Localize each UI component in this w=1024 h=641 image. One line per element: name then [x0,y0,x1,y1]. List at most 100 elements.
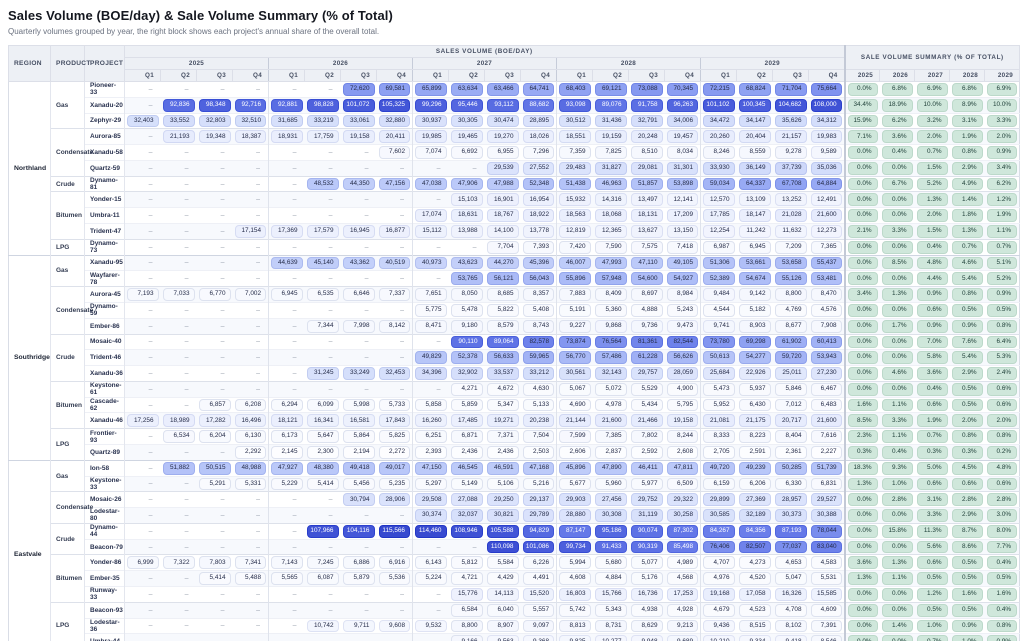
volume-value: 6,871 [450,430,483,443]
volume-value: 7,033 [162,288,195,301]
volume-value: 5,647 [306,430,339,443]
volume-cell: 5,488 [232,570,269,587]
volume-cell: 8,246 [700,144,737,161]
volume-cell: 8,244 [664,428,701,445]
summary-value: 15.8% [881,524,913,538]
empty-value: – [436,164,441,172]
summary-cell: 0.8% [984,317,1020,334]
volume-value: 8,102 [774,619,807,633]
summary-value: 0.6% [951,477,983,491]
volume-cell: – [340,301,377,319]
volume-value: 7,209 [774,240,807,254]
empty-value: – [256,306,260,314]
summary-cell: 1.3% [843,570,880,587]
volume-value: 9,278 [774,146,807,159]
summary-cell: 5.4% [949,270,985,287]
empty-value: – [292,354,297,362]
volume-cell: 95,186 [592,522,629,540]
empty-value: – [184,338,189,346]
empty-value: – [328,275,333,283]
volume-cell: 40,519 [376,254,413,271]
volume-cell: – [124,507,161,524]
volume-cell: 8,629 [628,617,665,634]
volume-cell: 5,812 [448,554,485,571]
volume-value: 31,119 [630,509,663,522]
volume-cell: 21,081 [700,412,737,429]
summary-cell: 8.5% [879,254,915,271]
volume-value: 94,829 [522,524,554,538]
volume-value: 54,277 [738,351,771,365]
volume-value: 6,535 [306,288,339,301]
volume-cell: – [376,238,413,256]
volume-cell: 54,600 [628,270,665,287]
volume-cell: – [124,538,161,555]
volume-value: 8,800 [774,288,807,301]
volume-cell: – [304,333,341,350]
volume-cell: – [124,428,161,445]
volume-cell: 46,007 [556,254,593,271]
volume-cell: 5,680 [592,554,629,571]
volume-cell: 68,824 [736,81,773,98]
empty-value: – [400,590,404,598]
volume-cell: 47,988 [484,175,521,192]
volume-value: 2,361 [774,445,807,459]
volume-cell: 8,470 [808,286,846,303]
volume-cell: 81,361 [628,333,665,350]
volume-cell: 5,557 [520,601,557,619]
product-label: Condensate [50,286,93,334]
volume-value: 7,998 [342,319,375,333]
volume-cell: 6,330 [772,475,809,492]
volume-value: 6,173 [271,430,303,443]
volume-value: 16,260 [415,414,447,428]
empty-value: – [256,212,260,220]
volume-value: 89,076 [594,98,627,112]
volume-cell: 33,061 [340,112,377,129]
volume-value: 14,316 [594,193,627,207]
volume-value: 18,767 [486,209,519,223]
volume-value: 48,532 [306,177,339,191]
summary-value: 2.0% [916,209,948,223]
volume-value: 8,697 [630,288,663,301]
volume-cell: – [376,333,413,350]
summary-cell: 0.0% [879,270,915,287]
summary-value: 4.6% [951,256,983,270]
empty-value: – [364,385,369,393]
empty-value: – [148,369,153,377]
volume-value: 7,651 [415,288,447,301]
volume-cell: 29,527 [808,491,846,508]
volume-cell: 5,795 [664,396,701,413]
summary-cell: 9.3% [879,459,915,477]
volume-value: 29,250 [486,493,519,507]
volume-value: 21,600 [810,209,842,223]
volume-value: 5,414 [306,477,339,491]
summary-value: 0.7% [916,635,948,641]
volume-cell: 69,581 [376,81,413,98]
volume-value: 57,486 [594,351,627,365]
summary-cell: 3.1% [914,491,950,508]
volume-cell: 4,520 [736,570,773,587]
summary-value: 7.1% [847,130,878,144]
empty-value: – [148,101,153,109]
volume-cell: 4,653 [772,554,809,571]
volume-value: 27,088 [450,493,483,507]
volume-cell: 32,037 [448,507,485,524]
summary-cell: 5.4% [949,349,985,366]
summary-value: 0.6% [916,303,948,317]
summary-value: 0.0% [847,240,878,254]
summary-value: 6.9% [916,83,948,96]
summary-cell: 2.1% [843,223,880,240]
summary-value: 0.5% [951,603,983,617]
volume-value: 49,829 [415,351,447,365]
volume-cell: 33,930 [700,159,737,177]
project-label: Mosaic-26 [84,491,125,508]
volume-cell: 21,600 [808,412,846,429]
volume-cell: 18,147 [736,207,773,224]
project-label: Quartz-59 [84,159,125,177]
volume-cell: 19,465 [448,128,485,145]
volume-value: 19,348 [198,130,231,144]
volume-cell: 2,591 [736,443,773,461]
volume-cell: 20,248 [628,128,665,145]
volume-cell: 18,931 [268,128,305,145]
quarter-header-2029-Q2: Q2 [736,69,773,82]
volume-cell: – [124,207,161,224]
